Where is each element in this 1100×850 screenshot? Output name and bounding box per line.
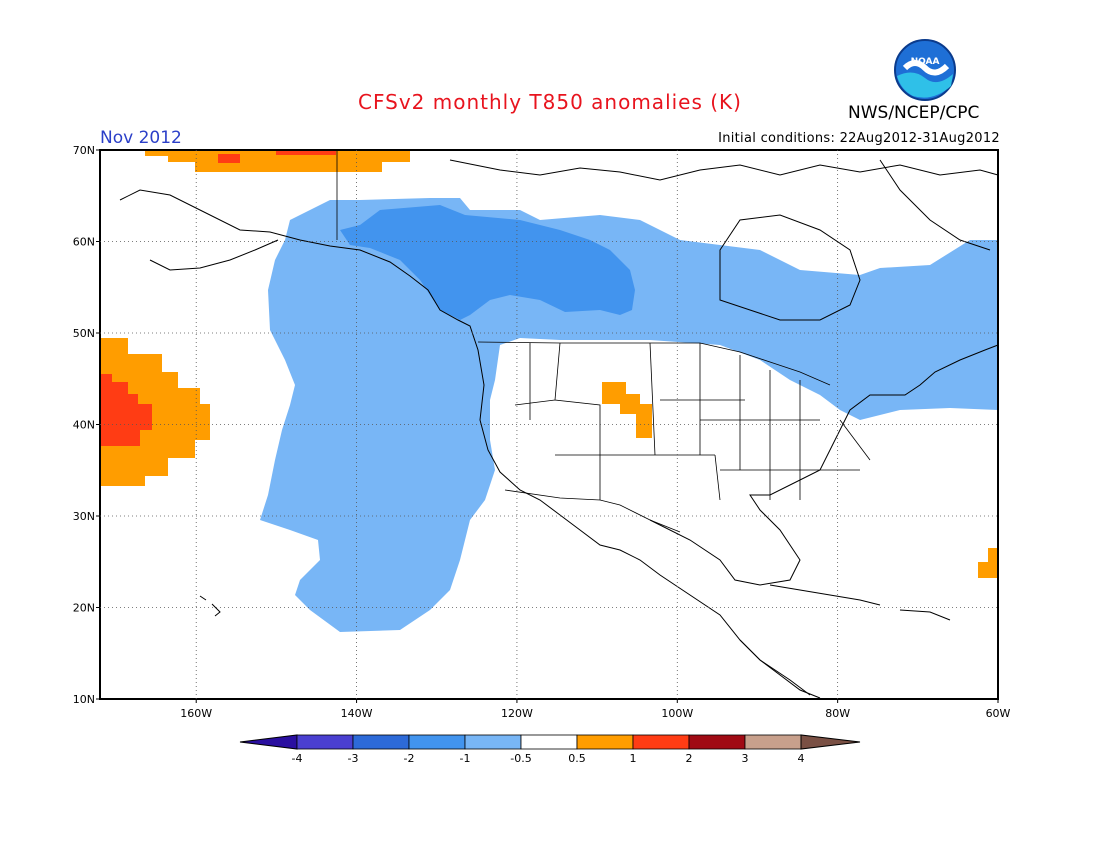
lat-tick-label: 40N	[73, 419, 95, 432]
lat-tick-label: 60N	[73, 236, 95, 249]
lon-tick-labels: 160W 140W 120W 100W 80W 60W	[180, 699, 1011, 720]
colorbar-label: -3	[348, 752, 359, 765]
anomaly-region-blue	[340, 205, 635, 320]
north-america-west-coast	[119, 189, 811, 696]
hudson-bay	[719, 214, 861, 321]
colorbar-label: 4	[798, 752, 805, 765]
colorbar: -4 -3 -2 -1 -0.5 0.5 1 2 3 4	[239, 734, 861, 765]
colorbar-arrow-high	[800, 734, 861, 750]
colorbar-segment	[688, 734, 746, 750]
anomaly-region-light-blue	[260, 198, 998, 632]
lon-tick-label: 80W	[825, 707, 850, 720]
colorbar-label: -0.5	[510, 752, 531, 765]
hawaii-islands	[199, 595, 221, 617]
colorbar-label: -4	[292, 752, 303, 765]
canada-arctic-islands	[449, 159, 999, 181]
chart-title: CFSv2 monthly T850 anomalies (K)	[358, 90, 742, 114]
lat-tick-label: 20N	[73, 602, 95, 615]
colorbar-label: 1	[630, 752, 637, 765]
colorbar-label: -2	[404, 752, 415, 765]
noaa-logo-icon: NOAA	[894, 39, 956, 101]
anomaly-region-arctic-warm	[145, 150, 410, 172]
lat-tick-labels: 10N 20N 30N 40N 50N 60N 70N	[73, 144, 100, 706]
lon-tick-label: 160W	[180, 707, 212, 720]
us-mexico-border	[504, 489, 681, 533]
colorbar-arrow-low	[239, 734, 298, 750]
colorbar-segment	[744, 734, 802, 750]
lat-tick-label: 10N	[73, 693, 95, 706]
colorbar-label: 2	[686, 752, 693, 765]
organization-label: NWS/NCEP/CPC	[848, 103, 980, 123]
colorbar-segment	[352, 734, 410, 750]
anomaly-region-atlantic-warm	[978, 548, 998, 578]
lon-tick-label: 140W	[341, 707, 373, 720]
anomaly-region-pacific-warm	[100, 338, 210, 486]
lon-tick-label: 120W	[501, 707, 533, 720]
state-lines	[514, 342, 871, 501]
political-borders	[336, 150, 871, 533]
colorbar-segment	[632, 734, 690, 750]
greenland-edge	[879, 159, 991, 251]
colorbar-label: -1	[460, 752, 471, 765]
lon-tick-label: 60W	[986, 707, 1011, 720]
central-america	[739, 639, 821, 699]
logo-text: NOAA	[911, 57, 940, 67]
anomaly-region-arctic-core-2	[276, 150, 336, 155]
anomaly-region-arctic-core	[218, 154, 240, 163]
anomaly-fills	[100, 150, 998, 632]
colorbar-segment	[408, 734, 466, 750]
lat-tick-label: 50N	[73, 327, 95, 340]
colorbar-segment	[296, 734, 354, 750]
lon-tick-label: 100W	[661, 707, 693, 720]
caribbean-islands	[769, 584, 951, 621]
colorbar-label: 0.5	[568, 752, 586, 765]
month-label: Nov 2012	[100, 128, 182, 148]
initial-conditions-label: Initial conditions: 22Aug2012-31Aug2012	[718, 131, 1000, 146]
colorbar-segment	[576, 734, 634, 750]
alaska-peninsula	[149, 239, 279, 271]
colorbar-segment	[464, 734, 522, 750]
anomaly-region-rockies-warm	[602, 382, 652, 438]
colorbar-segment	[520, 734, 578, 750]
grid-lines	[100, 150, 998, 699]
lat-tick-label: 70N	[73, 144, 95, 157]
lat-tick-label: 30N	[73, 510, 95, 523]
anomaly-region-pacific-core	[100, 374, 152, 446]
colorbar-label: 3	[742, 752, 749, 765]
